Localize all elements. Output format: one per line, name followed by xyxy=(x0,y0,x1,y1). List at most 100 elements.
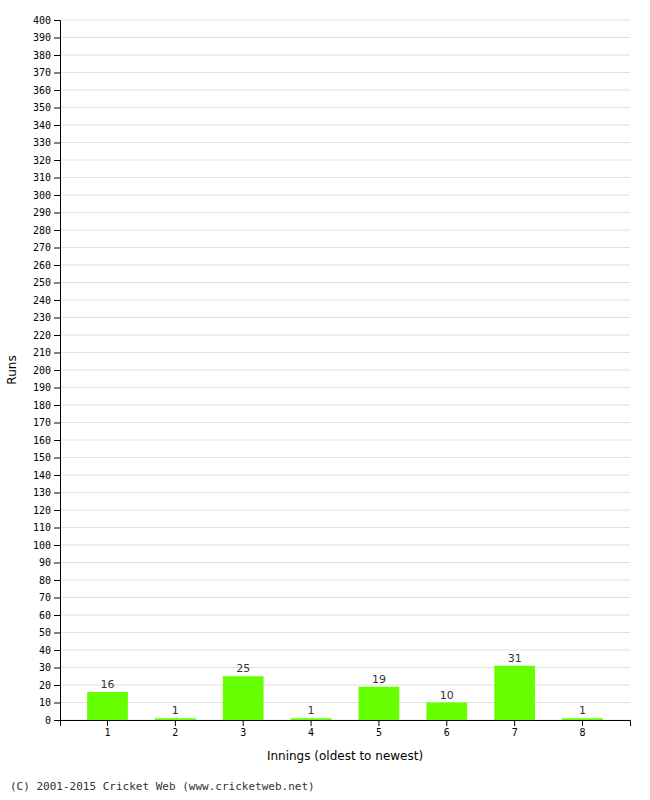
tick: 90 xyxy=(39,557,60,568)
tick: 240 xyxy=(33,295,60,306)
tick: 10 xyxy=(39,697,60,708)
tick: 120 xyxy=(33,505,60,516)
tick: 250 xyxy=(33,277,60,288)
tick-mark xyxy=(54,230,60,231)
bars xyxy=(87,666,603,720)
tick: 40 xyxy=(39,645,60,656)
tick: 60 xyxy=(39,610,60,621)
tick-label: 10 xyxy=(39,697,51,708)
tick-mark xyxy=(54,353,60,354)
tick-mark xyxy=(311,720,312,726)
chart: 0102030405060708090100110120130140150160… xyxy=(0,0,650,800)
tick-label: 7 xyxy=(512,727,518,738)
grid-line xyxy=(60,667,630,668)
tick-label: 120 xyxy=(33,505,51,516)
grid-line xyxy=(60,405,630,406)
tick-mark xyxy=(54,38,60,39)
footer: (C) 2001-2015 Cricket Web (www.cricketwe… xyxy=(10,780,315,793)
tick-label: 360 xyxy=(33,85,51,96)
tick: 360 xyxy=(33,85,60,96)
tick-label: 210 xyxy=(33,347,51,358)
data-label: 1 xyxy=(172,704,179,717)
tick-mark xyxy=(54,73,60,74)
tick-label: 220 xyxy=(33,330,51,341)
tick: 130 xyxy=(33,487,60,498)
y-axis-title: Runs xyxy=(5,355,19,384)
tick-label: 2 xyxy=(172,727,178,738)
grid-line xyxy=(60,545,630,546)
data-label: 19 xyxy=(372,673,386,686)
tick-mark xyxy=(54,195,60,196)
grid-line xyxy=(60,562,630,563)
tick: 4 xyxy=(308,720,314,738)
tick-label: 100 xyxy=(33,540,51,551)
tick-label: 140 xyxy=(33,470,51,481)
tick-mark xyxy=(54,563,60,564)
tick-mark xyxy=(54,685,60,686)
tick-mark xyxy=(446,720,447,726)
tick: 70 xyxy=(39,592,60,603)
grid-line xyxy=(60,580,630,581)
tick-label: 390 xyxy=(33,32,51,43)
tick: 320 xyxy=(33,155,60,166)
tick-label: 260 xyxy=(33,260,51,271)
tick-label: 90 xyxy=(39,557,51,568)
tick-mark xyxy=(54,528,60,529)
grid-line xyxy=(60,177,630,178)
grid-line xyxy=(60,457,630,458)
tick: 210 xyxy=(33,347,60,358)
tick: 7 xyxy=(512,720,518,738)
tick: 220 xyxy=(33,330,60,341)
tick-mark xyxy=(54,318,60,319)
tick-mark xyxy=(54,493,60,494)
data-label: 1 xyxy=(579,704,586,717)
grid-line xyxy=(60,422,630,423)
data-label: 31 xyxy=(508,652,522,665)
tick-mark xyxy=(107,720,108,726)
tick-mark xyxy=(54,423,60,424)
tick: 180 xyxy=(33,400,60,411)
tick-mark xyxy=(54,335,60,336)
tick-mark xyxy=(54,458,60,459)
tick-mark xyxy=(54,668,60,669)
bar xyxy=(562,718,603,720)
tick: 370 xyxy=(33,67,60,78)
grid-line xyxy=(60,510,630,511)
grid-line xyxy=(60,615,630,616)
tick-mark xyxy=(54,283,60,284)
tick: 340 xyxy=(33,120,60,131)
tick-mark xyxy=(54,475,60,476)
tick: 200 xyxy=(33,365,60,376)
tick-label: 370 xyxy=(33,67,51,78)
tick-label: 380 xyxy=(33,50,51,61)
data-labels: 1612511910311 xyxy=(101,652,587,718)
grid-line xyxy=(60,107,630,108)
tick: 400 xyxy=(33,15,60,26)
tick-label: 170 xyxy=(33,417,51,428)
tick-mark xyxy=(54,720,60,721)
tick-mark xyxy=(54,300,60,301)
tick-mark xyxy=(54,265,60,266)
tick-mark xyxy=(54,108,60,109)
tick-label: 230 xyxy=(33,312,51,323)
tick: 30 xyxy=(39,662,60,673)
plot: 0102030405060708090100110120130140150160… xyxy=(33,15,631,738)
tick: 110 xyxy=(33,522,60,533)
grid-line xyxy=(60,702,630,703)
tick-mark xyxy=(54,580,60,581)
tick: 150 xyxy=(33,452,60,463)
grid-line xyxy=(60,650,630,651)
tick: 330 xyxy=(33,137,60,148)
tick: 260 xyxy=(33,260,60,271)
bar xyxy=(223,676,264,720)
tick: 3 xyxy=(240,720,246,738)
tick-mark xyxy=(54,370,60,371)
tick-mark xyxy=(54,405,60,406)
tick: 20 xyxy=(39,680,60,691)
grid-line xyxy=(60,160,630,161)
tick-label: 70 xyxy=(39,592,51,603)
bar xyxy=(155,718,196,720)
bar xyxy=(426,703,467,721)
tick-label: 1 xyxy=(104,727,110,738)
tick-mark xyxy=(54,90,60,91)
